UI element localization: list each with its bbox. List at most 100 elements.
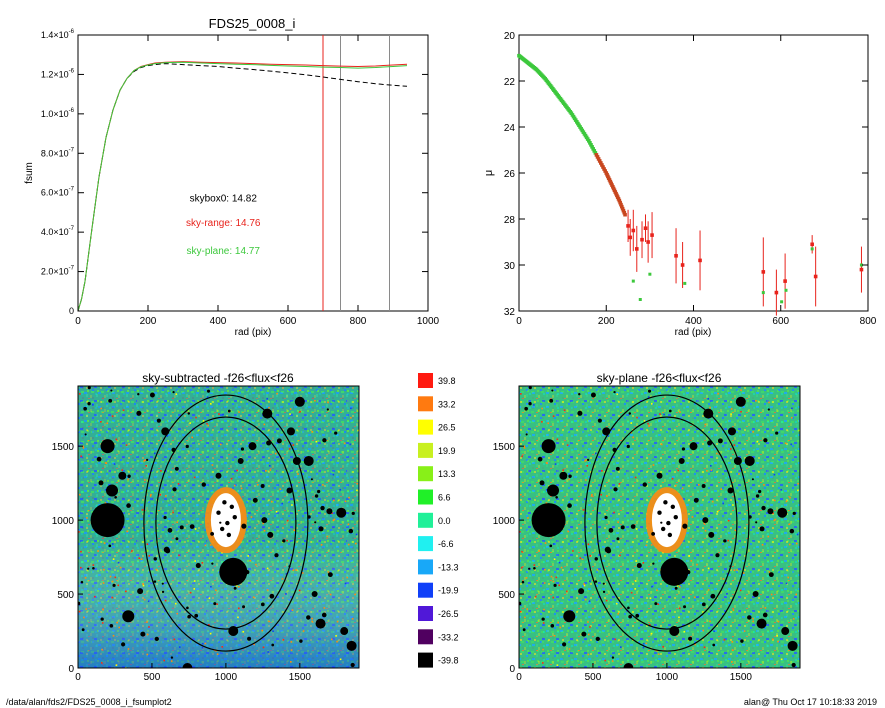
p4-pixel	[645, 642, 648, 645]
p3-pixel	[327, 571, 330, 573]
p4-pixel	[634, 580, 637, 582]
p3-pixel	[215, 649, 217, 652]
mu-x-tick-label: 0	[516, 316, 522, 327]
p4-y-tick-label: 1500	[493, 442, 516, 453]
p4-pixel	[538, 550, 540, 552]
sky-plane-y-ticks: 0 500 1000 1500	[493, 442, 524, 675]
p4-aperture-inner	[596, 416, 738, 630]
p4-star-dot	[647, 389, 652, 393]
p3-pixel	[261, 629, 264, 632]
p4-pixel	[774, 518, 777, 521]
mu-x-tick-label: 600	[772, 316, 789, 327]
p4-pixel	[704, 423, 707, 426]
p3-star-dot	[156, 418, 161, 423]
p3-pixel	[299, 410, 301, 413]
p3-pixel	[116, 621, 118, 624]
p4-pixel	[520, 493, 522, 496]
mu-profile-point	[622, 210, 627, 215]
p3-pixel	[125, 590, 127, 593]
p3-pixel	[174, 602, 177, 605]
surface-brightness-chart: 0 200 400 600 800 20 22 24 26 28 30 32 rad (pix) μ	[483, 31, 877, 338]
fsum-x-tick-label: 200	[140, 316, 157, 327]
p4-pixel	[589, 626, 591, 628]
p3-pixel	[356, 489, 358, 492]
p3-pixel	[221, 551, 223, 554]
p3-pixel	[82, 447, 85, 449]
p4-pixel	[693, 596, 696, 599]
fsum-x-tick-label: 600	[280, 316, 297, 327]
colorbar-swatch	[418, 536, 433, 552]
p3-pixel	[269, 469, 272, 471]
p4-pixel	[679, 585, 681, 588]
p3-pixel	[210, 585, 212, 588]
p3-core-spot	[229, 504, 235, 509]
p3-star-dot	[112, 583, 116, 587]
p3-masked-star	[118, 471, 127, 480]
p4-pixel	[520, 393, 522, 395]
p4-pixel	[587, 653, 590, 656]
p4-pixel	[552, 415, 555, 417]
mu-plane-point	[683, 281, 687, 285]
p3-pixel	[236, 469, 239, 472]
p4-star-dot	[577, 410, 583, 416]
colorbar-label: -39.8	[438, 656, 459, 666]
p4-x-tick-label: 0	[516, 672, 522, 683]
p3-pixel	[104, 502, 107, 504]
p3-star-dot	[227, 409, 231, 413]
p3-core-spot	[232, 514, 237, 520]
p4-pixel	[523, 445, 525, 448]
p4-pixel	[768, 401, 770, 404]
p3-pixel	[286, 519, 289, 522]
p3-star-dot	[126, 503, 131, 508]
p3-pixel	[176, 521, 178, 524]
p3-pixel	[279, 488, 282, 490]
p4-pixel	[777, 640, 779, 643]
p4-pixel	[651, 403, 653, 405]
p3-star-dot	[170, 656, 174, 659]
colorbar-label: 26.5	[438, 423, 456, 433]
p4-star-dot	[602, 582, 605, 585]
p3-pixel	[119, 566, 122, 569]
p3-pixel	[125, 444, 128, 446]
mu-x-ticks: 0 200 400 600 800	[516, 35, 877, 327]
p4-pixel	[763, 484, 765, 486]
sky-annotations: skybox0: 14.82 sky-range: 14.76 sky-plane:…	[186, 194, 261, 257]
p3-star-dot	[179, 525, 184, 530]
p3-star-dot	[326, 408, 329, 411]
p3-pixel	[311, 620, 313, 623]
p3-pixel	[311, 431, 314, 433]
p4-pixel	[642, 646, 645, 649]
mu-y-tick-label: 24	[504, 123, 516, 134]
mu-plane-point	[648, 272, 652, 276]
p4-pixel	[634, 588, 637, 590]
p3-pixel	[276, 392, 278, 395]
p4-pixel	[707, 567, 710, 570]
sky-plane-frame	[518, 385, 801, 669]
p4-star-dot	[762, 612, 768, 618]
p3-pixel	[263, 529, 266, 532]
fsum-x-tick-label: 0	[75, 316, 81, 327]
p4-star-dot	[590, 392, 596, 398]
mu-plane-point	[631, 279, 635, 283]
p3-pixel	[330, 638, 333, 641]
p3-pixel	[80, 455, 82, 458]
p3-pixel	[354, 542, 357, 545]
p3-star-dot	[81, 628, 85, 632]
p3-masked-star	[315, 618, 326, 629]
p4-pixel	[710, 465, 712, 467]
p3-star-dot	[348, 528, 354, 534]
p4-pixel	[588, 600, 591, 603]
p4-pixel	[589, 555, 592, 557]
p4-pixel	[656, 649, 658, 652]
p3-pixel	[121, 469, 123, 471]
mu-outer-point	[650, 233, 654, 237]
mu-outer-point	[634, 247, 639, 251]
p4-star-dot	[613, 390, 616, 394]
p3-pixel	[85, 608, 88, 610]
p4-pixel	[756, 440, 759, 443]
p4-pixel	[630, 591, 633, 594]
p3-pixel	[272, 630, 274, 633]
p4-pixel	[645, 544, 648, 547]
p4-star-dot	[747, 615, 752, 620]
